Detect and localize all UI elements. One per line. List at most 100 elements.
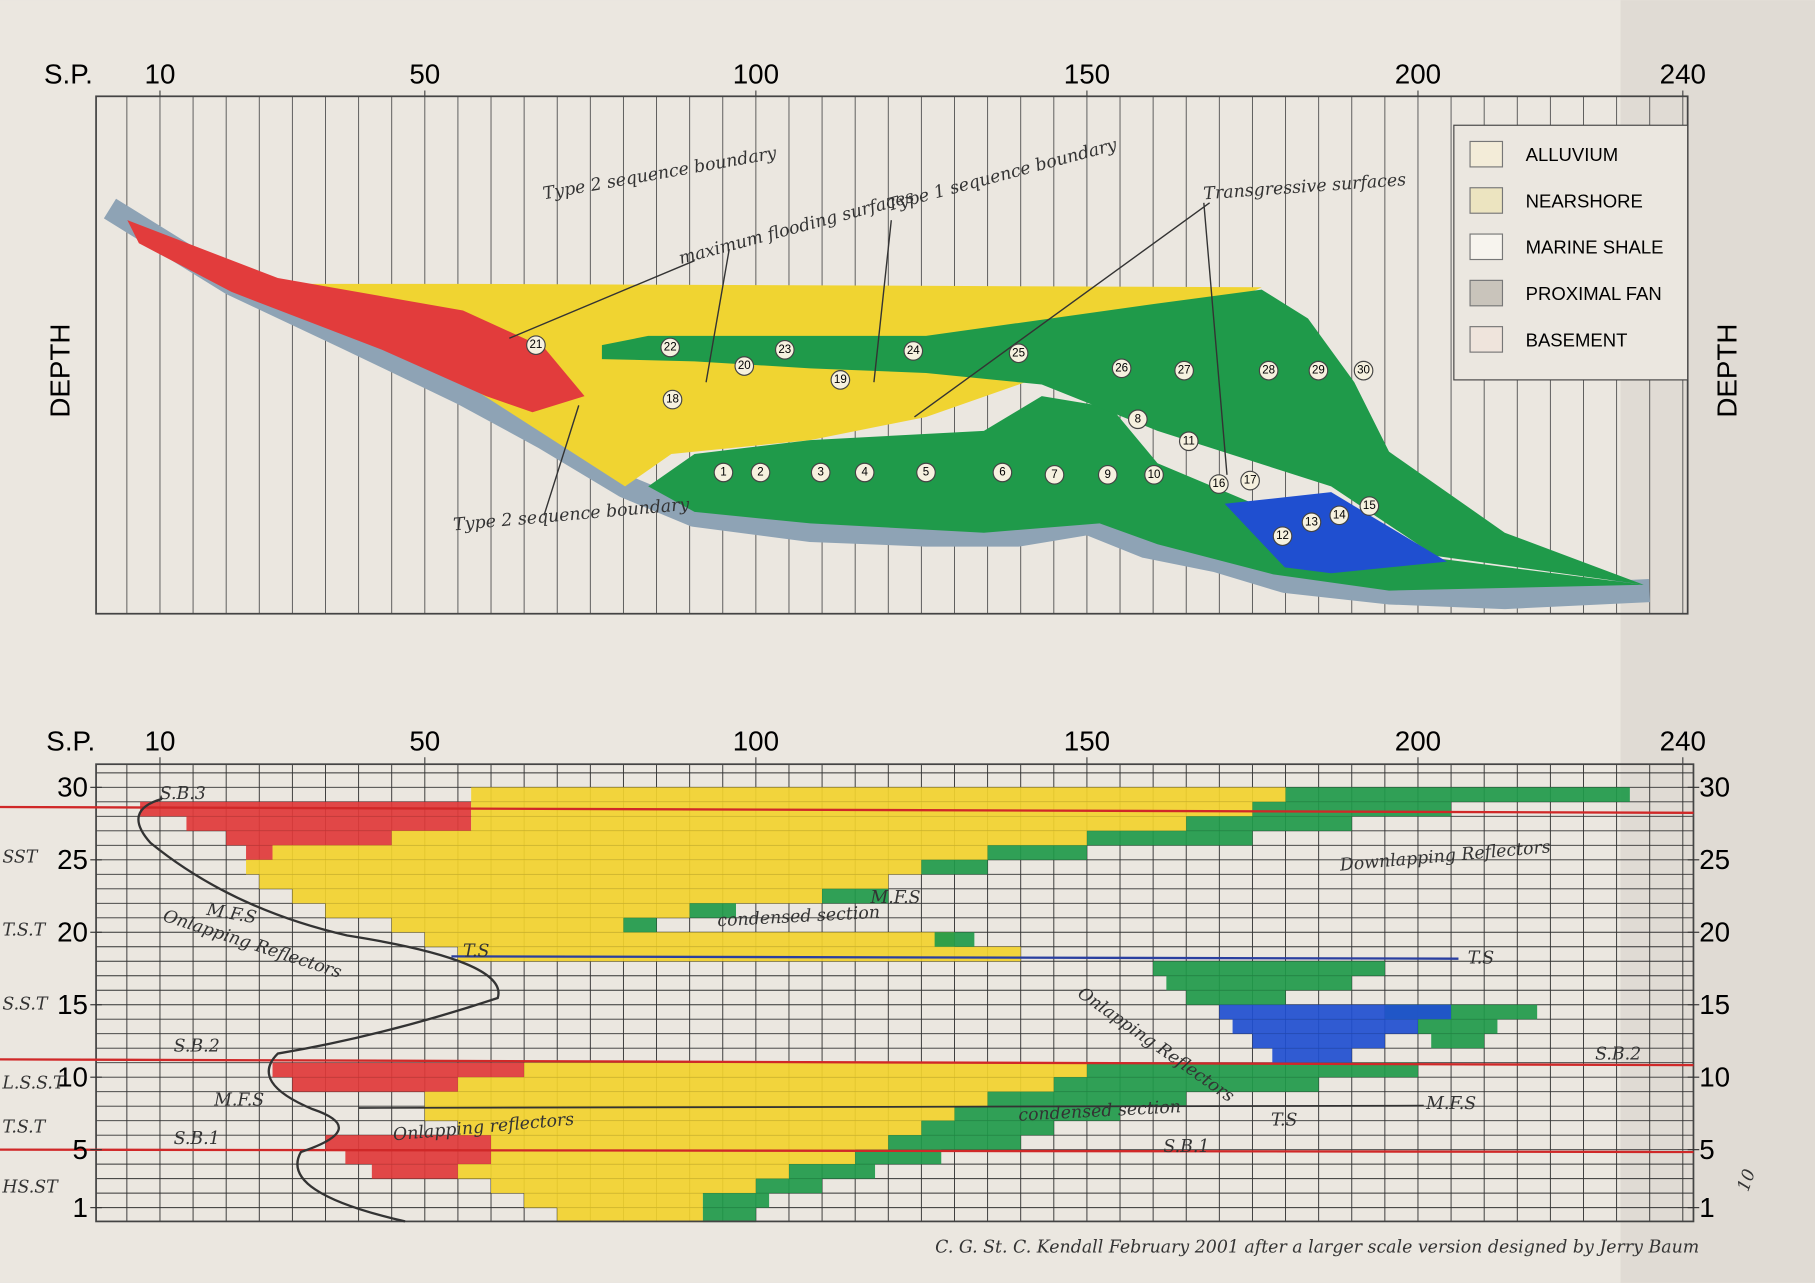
sp-tick-label: 10 xyxy=(145,725,176,756)
unit-label: 29 xyxy=(1312,365,1325,377)
chart-annotation: S.B.2 xyxy=(174,1036,220,1056)
unit-label: 24 xyxy=(907,345,920,357)
unit-marker xyxy=(854,462,875,483)
unit-marker xyxy=(660,337,681,358)
unit-label: 6 xyxy=(999,467,1005,479)
chart-block xyxy=(788,1164,876,1179)
chart-annotation: S.B.2 xyxy=(1595,1044,1641,1064)
legend-label: ALLUVIUM xyxy=(1526,144,1619,165)
chart-block xyxy=(524,1193,703,1208)
sp-tick-label: 200 xyxy=(1395,725,1441,756)
legend-swatch xyxy=(1469,326,1504,353)
chart-block xyxy=(325,903,690,918)
chart-block xyxy=(888,1135,1021,1150)
chart-block xyxy=(457,1120,922,1136)
unit-marker xyxy=(774,339,795,360)
chart-block xyxy=(457,946,1021,962)
leader-lines xyxy=(509,202,1228,516)
legend-label: MARINE SHALE xyxy=(1526,237,1664,258)
chart-block xyxy=(491,1178,756,1194)
basement xyxy=(103,198,1651,610)
chart-block xyxy=(457,1077,1054,1092)
chart-block xyxy=(1285,787,1630,802)
chart-block xyxy=(292,1077,458,1092)
systems-tract: SST xyxy=(2,848,38,868)
unit-label: 13 xyxy=(1305,516,1318,528)
unit-label: 8 xyxy=(1135,413,1141,425)
chart-block xyxy=(954,1106,1121,1121)
chart-block xyxy=(855,1149,942,1165)
unit-marker xyxy=(1097,464,1118,485)
unit-label: 11 xyxy=(1183,435,1195,447)
unit-label: 23 xyxy=(778,344,791,356)
time-tick-left: 30 xyxy=(57,772,88,803)
unit-marker xyxy=(1174,360,1194,381)
chart-block xyxy=(702,1193,770,1208)
unit-marker xyxy=(1329,505,1350,526)
chart-block xyxy=(1153,961,1385,976)
systems-tract: S.S.T xyxy=(2,995,49,1015)
chart-block xyxy=(424,1106,955,1121)
systems-tract: HS.ST xyxy=(1,1177,59,1197)
chart-block xyxy=(1053,1077,1319,1092)
sp-tick-label: 100 xyxy=(733,725,779,756)
chart-annotation: S.B.3 xyxy=(160,784,206,804)
unit-marker xyxy=(830,370,851,390)
chart-block xyxy=(1086,830,1253,846)
unit-marker xyxy=(662,389,683,410)
unit-label: 20 xyxy=(738,360,751,372)
chart-block xyxy=(921,1120,1054,1136)
chart-block xyxy=(921,859,988,875)
chart-block xyxy=(491,1135,889,1150)
chart-annotation: T.S xyxy=(1271,1110,1298,1130)
marine-shale-lower xyxy=(648,396,1644,591)
sp-label: S.P. xyxy=(44,59,93,90)
time-tick-left: 1 xyxy=(73,1192,88,1223)
unit-marker xyxy=(1353,360,1374,381)
chart-block xyxy=(391,830,1087,846)
time-tick-right: 30 xyxy=(1699,772,1730,803)
chart-block xyxy=(1166,975,1352,991)
chart-block xyxy=(345,1149,492,1165)
chart-block xyxy=(623,917,657,933)
sp-tick-label: 200 xyxy=(1395,59,1441,90)
time-tick-right: 15 xyxy=(1699,989,1730,1020)
unit-label: 26 xyxy=(1115,362,1128,374)
unit-marker xyxy=(992,462,1013,483)
unit-marker xyxy=(750,462,771,483)
chart-block xyxy=(491,1149,856,1165)
chart-annotation: M.F.S xyxy=(213,1091,264,1111)
unit-marker xyxy=(734,356,755,376)
sp-label: S.P. xyxy=(46,725,95,756)
unit-label: 9 xyxy=(1105,469,1111,481)
unit-label: 2 xyxy=(757,467,763,479)
legend-swatch xyxy=(1469,140,1504,168)
chart-block xyxy=(1232,1019,1418,1034)
unit-marker xyxy=(903,341,924,361)
unit-label: 21 xyxy=(529,339,542,351)
unit-marker xyxy=(916,462,936,483)
section-drawing xyxy=(103,198,1651,610)
chart-block xyxy=(557,1207,703,1223)
chart-block xyxy=(1431,1033,1485,1049)
sp-tick-label: 10 xyxy=(145,59,176,90)
chart-lines xyxy=(0,797,1694,1223)
proximal-fan xyxy=(1224,492,1447,574)
time-tick-left: 5 xyxy=(73,1134,88,1165)
chart-annotation: M.F.S xyxy=(1425,1094,1476,1114)
unit-marker xyxy=(1301,512,1322,533)
unit-marker xyxy=(713,462,734,483)
chart-block xyxy=(1219,1004,1452,1020)
chart-block xyxy=(186,816,472,831)
unit-marker xyxy=(1308,360,1329,381)
unit-marker xyxy=(1111,358,1132,379)
time-tick-left: 25 xyxy=(57,844,88,875)
chart-block xyxy=(1417,1019,1498,1034)
credit: C. G. St. C. Kendall February 2001 after… xyxy=(935,1238,1699,1258)
chart-block xyxy=(934,932,975,947)
chart-block xyxy=(272,845,988,860)
chart-block xyxy=(702,1207,756,1223)
chart-block xyxy=(1252,1033,1385,1049)
chart-block xyxy=(987,1091,1187,1107)
unit-label: 27 xyxy=(1178,365,1191,377)
